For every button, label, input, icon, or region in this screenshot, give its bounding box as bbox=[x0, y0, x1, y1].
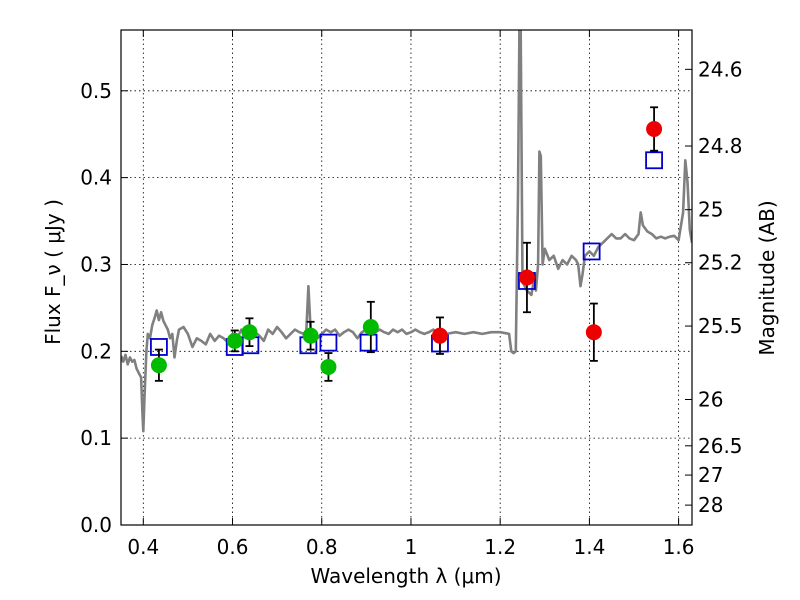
model-square-point bbox=[319, 333, 338, 352]
x-tick-label: 0.4 bbox=[127, 535, 159, 559]
right-tick-label: 25.5 bbox=[698, 314, 743, 338]
grid bbox=[121, 30, 692, 526]
x-axis-label: Wavelength λ (μm) bbox=[310, 564, 501, 588]
model-spectrum-line bbox=[121, 30, 692, 433]
y-axis-label: Flux F_ν ( μJy ) bbox=[41, 199, 65, 345]
right-tick-label: 26.5 bbox=[698, 434, 743, 458]
right-tick-label: 25 bbox=[698, 198, 723, 222]
right-tick-label: 24.6 bbox=[698, 57, 743, 81]
right-tick-label: 27 bbox=[698, 463, 723, 487]
x-tick-label: 0.6 bbox=[217, 535, 249, 559]
observed-flux-point bbox=[226, 332, 243, 349]
x-tick-label: 0.8 bbox=[306, 535, 338, 559]
y-tick-label: 0.3 bbox=[80, 252, 112, 276]
x-tick-label: 1.2 bbox=[484, 535, 516, 559]
y-tick-label: 0.0 bbox=[80, 513, 112, 537]
right-tick-label: 25.2 bbox=[698, 251, 743, 275]
y-tick-label: 0.4 bbox=[80, 166, 112, 190]
tick-labels: 0.4 0.6 0.8 1 1.2 1.4 1.6 0.0 0.1 0.2 0.3 0.4 0.5 24.… bbox=[80, 57, 742, 559]
x-tick-label: 1.4 bbox=[573, 535, 605, 559]
observed-flux-point bbox=[585, 324, 602, 341]
right-tick-label: 24.8 bbox=[698, 134, 743, 158]
observed-flux-point bbox=[241, 324, 258, 341]
plot-frame bbox=[120, 29, 693, 526]
observed-flux-point bbox=[362, 319, 379, 335]
x-tick-label: 1 bbox=[405, 535, 418, 559]
observed-flux-point bbox=[150, 357, 167, 374]
y-tick-label: 0.2 bbox=[80, 339, 112, 363]
x-tick-label: 1.6 bbox=[663, 535, 695, 559]
data-layer bbox=[121, 30, 692, 433]
model-square-point bbox=[582, 242, 601, 261]
right-tick-label: 28 bbox=[698, 493, 723, 517]
model-square-point bbox=[645, 151, 663, 170]
y-axis-right-label: Magnitude (AB) bbox=[755, 200, 779, 355]
observed-flux-point bbox=[646, 121, 663, 137]
y-tick-label: 0.5 bbox=[80, 79, 112, 103]
observed-flux-point bbox=[431, 327, 448, 344]
observed-flux-point bbox=[302, 327, 319, 344]
ticks bbox=[121, 30, 692, 526]
observed-flux-point bbox=[518, 269, 535, 286]
right-tick-label: 26 bbox=[698, 388, 723, 412]
y-tick-label: 0.1 bbox=[80, 426, 112, 450]
observed-flux-point bbox=[320, 358, 337, 375]
